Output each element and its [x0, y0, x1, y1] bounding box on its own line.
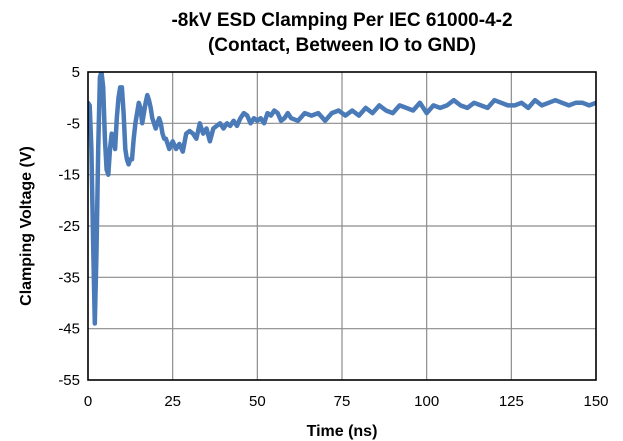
grid-lines [88, 72, 596, 380]
series-layer [88, 72, 596, 326]
y-tick-label: -25 [58, 218, 80, 235]
x-axis-label: Time (ns) [307, 423, 378, 440]
x-tick-label: 0 [84, 393, 92, 410]
y-tick-label: -15 [58, 167, 80, 184]
plot-frame [87, 71, 597, 381]
y-tick-label: -35 [58, 269, 80, 286]
tick-labels: 0 25 50 75 100 125 150 5 -5 -15 -25 -35 -45 -55 [58, 64, 608, 410]
y-tick-label: -45 [58, 321, 80, 338]
x-tick-label: 100 [414, 393, 439, 410]
x-tick-label: 75 [334, 393, 351, 410]
y-tick-label: -5 [67, 115, 80, 132]
x-tick-label: 150 [583, 393, 608, 410]
y-tick-label: -55 [58, 372, 80, 389]
x-tick-label: 50 [249, 393, 266, 410]
series-line-0 [88, 72, 596, 326]
y-tick-label: 5 [72, 64, 80, 81]
x-tick-label: 25 [164, 393, 181, 410]
chart-title-line-2: (Contact, Between IO to GND) [208, 35, 476, 56]
chart-title-line-1: -8kV ESD Clamping Per IEC 61000-4-2 [171, 10, 512, 31]
y-axis-label: Clamping Voltage (V) [18, 146, 35, 306]
x-tick-label: 125 [499, 393, 524, 410]
